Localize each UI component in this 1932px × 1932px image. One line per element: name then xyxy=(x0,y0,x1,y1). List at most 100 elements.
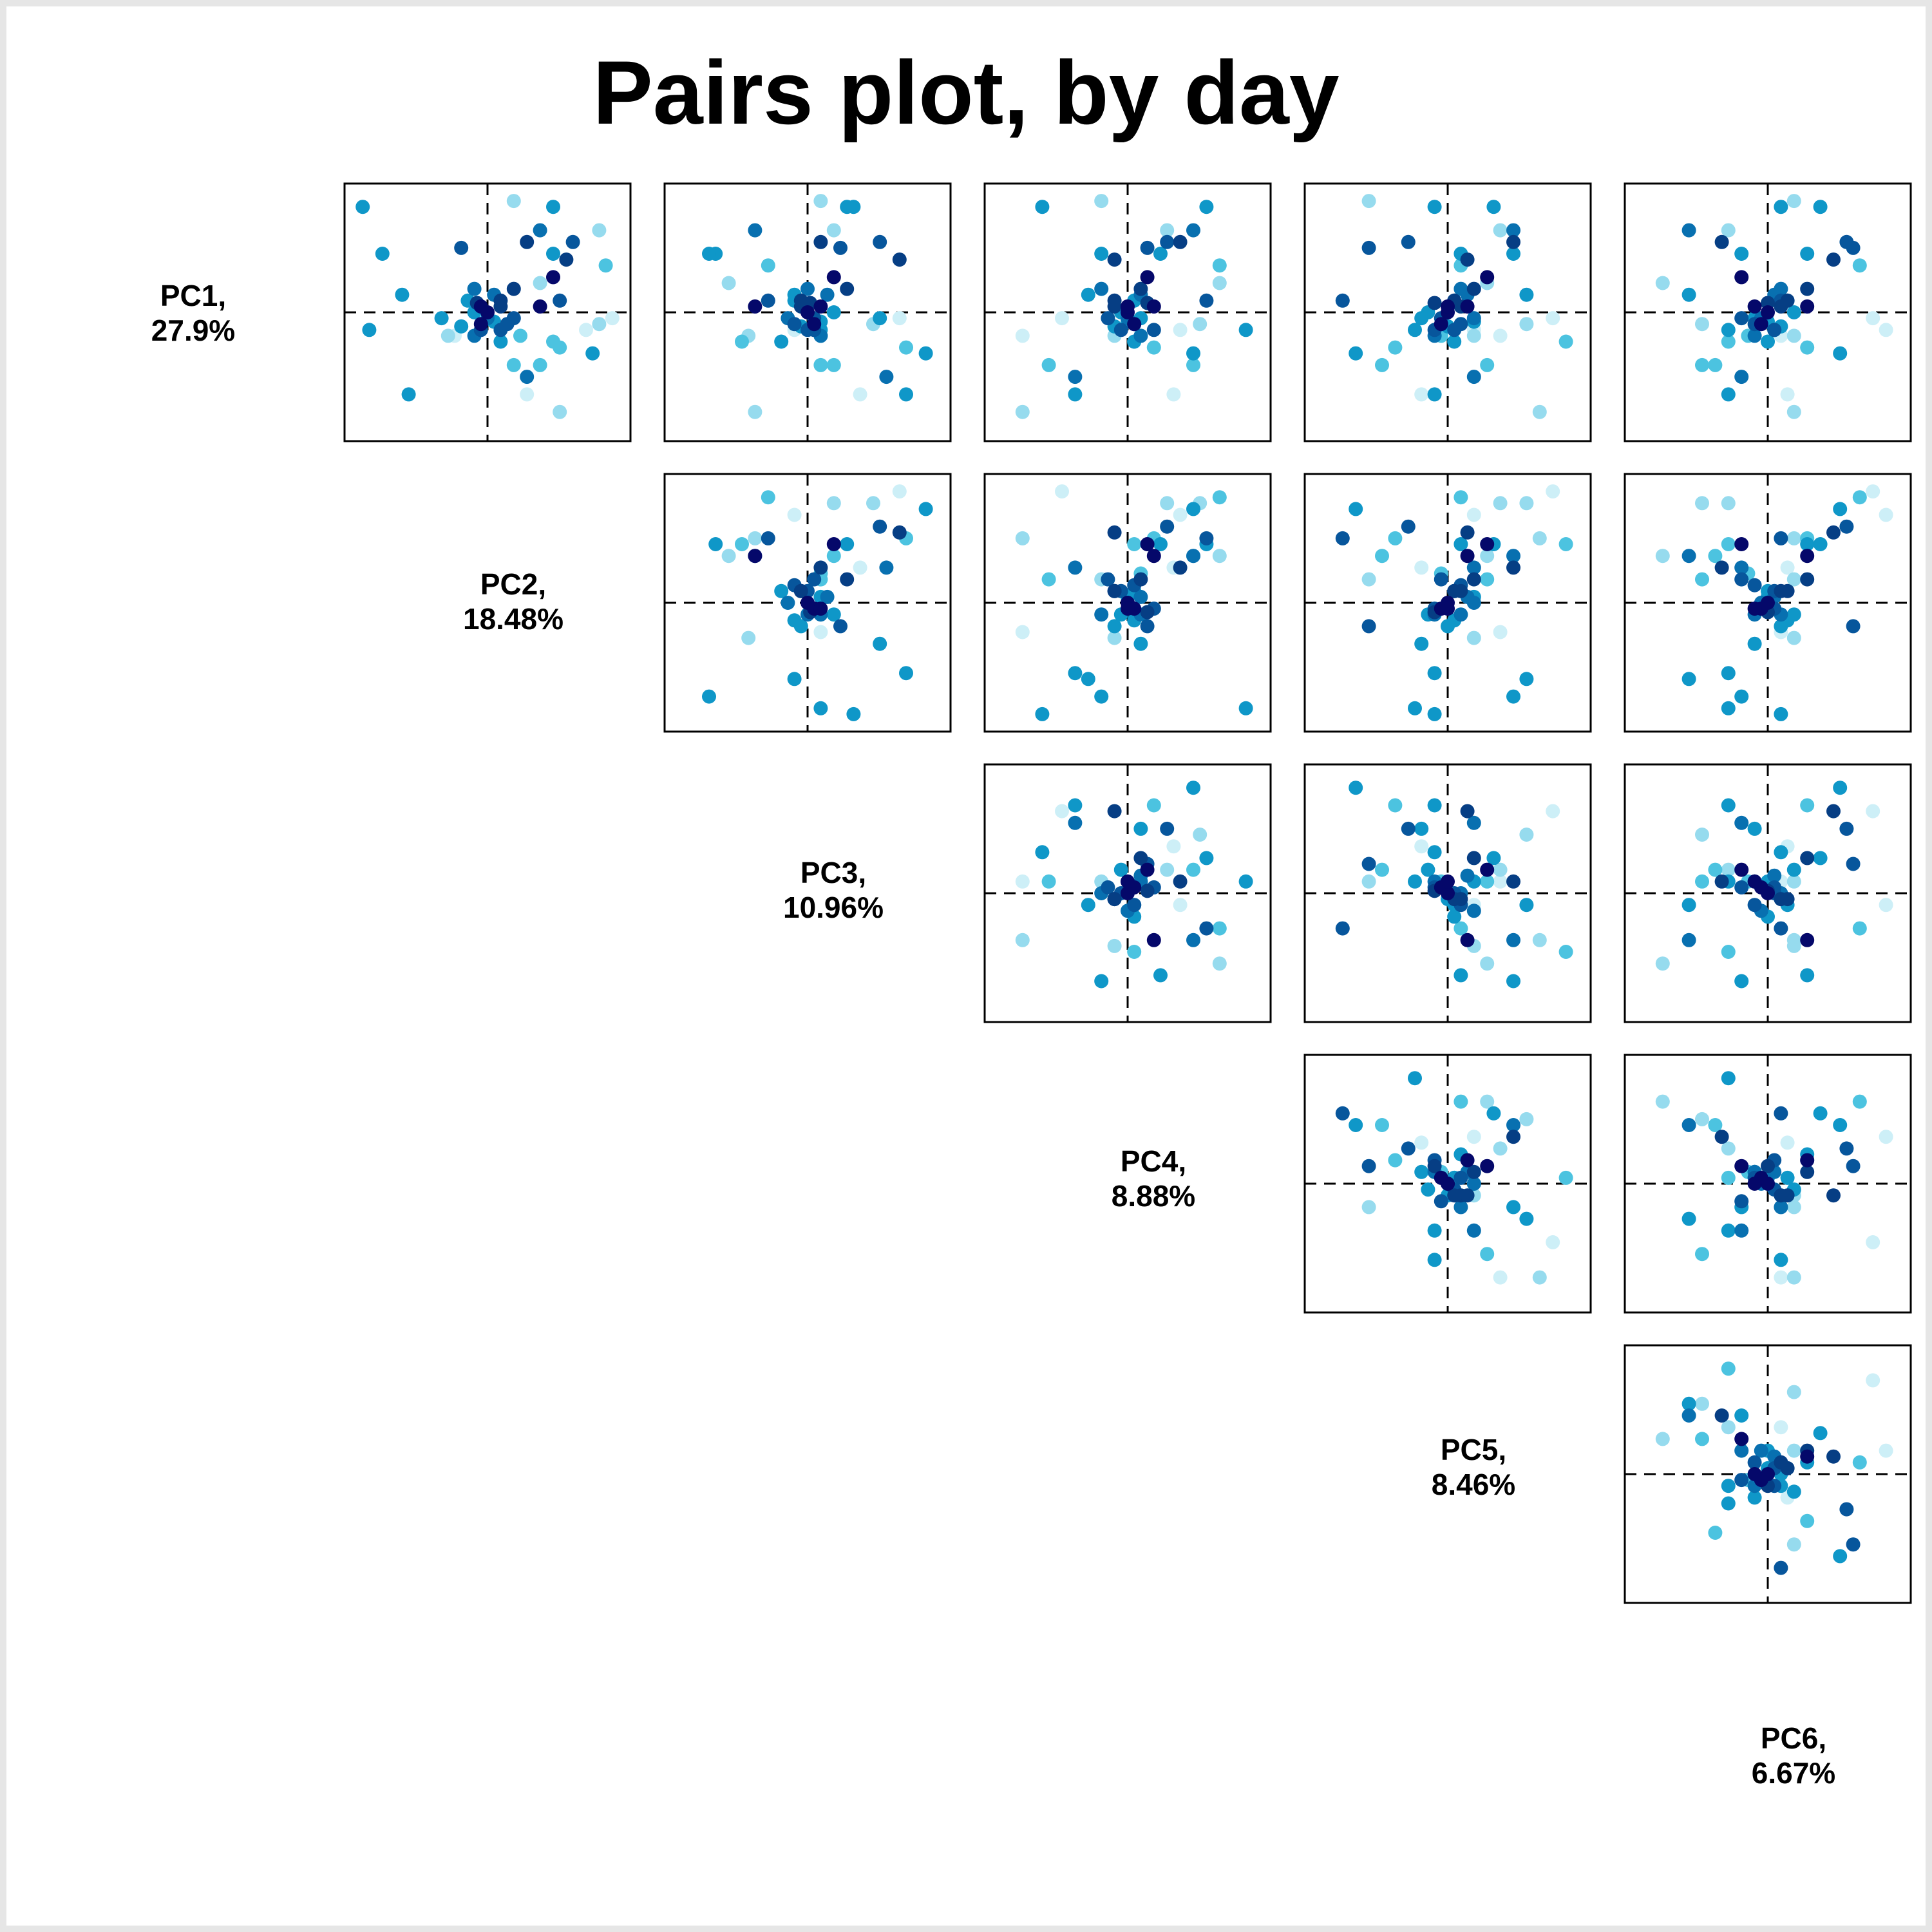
scatter-point xyxy=(1506,1200,1520,1215)
scatter-point xyxy=(1140,537,1155,551)
scatter-point xyxy=(1721,496,1736,511)
scatter-point xyxy=(1434,317,1448,332)
scatter-point xyxy=(761,490,775,505)
scatter-point xyxy=(1434,572,1448,587)
scatter-point xyxy=(1786,862,1801,877)
scatter-point xyxy=(1734,974,1749,989)
scatter-point xyxy=(1408,701,1422,715)
scatter-point xyxy=(1519,317,1534,332)
scatter-point xyxy=(1186,933,1200,947)
scatter-point xyxy=(813,299,828,314)
scatter-point xyxy=(1454,281,1468,296)
scatter-point xyxy=(793,619,808,634)
scatter-point xyxy=(1361,572,1376,587)
scatter-point xyxy=(853,387,867,402)
scatter-point xyxy=(1015,933,1030,947)
scatter-point xyxy=(807,317,822,332)
scatter-point xyxy=(1466,596,1481,610)
scatter-point xyxy=(1427,845,1442,860)
scatter-point xyxy=(1734,1223,1749,1238)
diagonal-label-variance: 10.96% xyxy=(783,891,884,924)
scatter-point xyxy=(1734,270,1749,285)
scatter-point xyxy=(1427,200,1442,214)
scatter-point xyxy=(833,619,848,634)
scatter-point xyxy=(1695,1247,1709,1262)
scatter-point xyxy=(375,247,390,261)
scatter-point xyxy=(1800,572,1815,587)
scatter-point xyxy=(1714,1408,1729,1423)
scatter-point xyxy=(1754,317,1768,332)
diagonal-label-variance: 8.46% xyxy=(1432,1468,1515,1501)
scatter-point xyxy=(1833,346,1848,361)
scatter-point xyxy=(840,281,855,296)
scatter-point xyxy=(873,519,887,534)
scatter-point xyxy=(1068,370,1083,384)
scatter-point xyxy=(1238,323,1253,337)
scatter-point xyxy=(1506,1130,1520,1144)
scatter-point xyxy=(1361,1159,1376,1173)
scatter-point xyxy=(879,370,894,384)
scatter-point xyxy=(467,281,482,296)
scatter-point xyxy=(1493,328,1508,343)
scatter-point xyxy=(1846,619,1861,634)
scatter-point xyxy=(1780,583,1795,598)
scatter-point xyxy=(1349,781,1363,795)
scatter-point xyxy=(899,387,913,402)
scatter-point xyxy=(846,200,861,214)
scatter-point xyxy=(1427,1223,1442,1238)
scatter-point xyxy=(1695,1396,1709,1411)
scatter-point xyxy=(1361,619,1376,634)
scatter-point xyxy=(761,531,775,545)
scatter-point xyxy=(1107,938,1122,953)
scatter-point xyxy=(761,258,775,273)
scatter-point xyxy=(1558,1170,1573,1185)
scatter-point xyxy=(1721,1420,1736,1435)
scatter-point xyxy=(1335,921,1350,936)
scatter-point xyxy=(1361,194,1376,209)
scatter-point xyxy=(853,560,867,575)
scatter-point xyxy=(401,387,416,402)
scatter-point xyxy=(1454,317,1468,332)
scatter-point xyxy=(826,537,841,551)
scatter-point xyxy=(826,270,841,285)
scatter-point xyxy=(879,560,894,575)
scatter-point xyxy=(1466,1130,1481,1144)
scatter-point xyxy=(1786,1443,1801,1458)
scatter-point xyxy=(1506,933,1520,947)
scatter-point xyxy=(1480,1247,1495,1262)
scatter-point xyxy=(1786,630,1801,645)
scatter-point xyxy=(800,305,815,319)
panel-pc3-vs-pc5 xyxy=(1303,763,1592,1023)
scatter-point xyxy=(793,293,808,308)
scatter-point xyxy=(1695,317,1709,332)
scatter-point xyxy=(1427,1253,1442,1267)
scatter-point xyxy=(1721,1071,1736,1086)
scatter-point xyxy=(1140,240,1155,255)
scatter-point xyxy=(1466,507,1481,522)
scatter-point xyxy=(1173,898,1188,913)
scatter-point xyxy=(787,507,802,522)
scatter-point xyxy=(1146,323,1161,337)
scatter-point xyxy=(1140,619,1155,634)
scatter-point xyxy=(1094,689,1109,704)
scatter-point xyxy=(520,370,535,384)
scatter-point xyxy=(1734,815,1749,830)
scatter-point xyxy=(1852,1455,1867,1470)
scatter-point xyxy=(1846,1159,1861,1173)
scatter-point xyxy=(1833,1549,1848,1564)
scatter-point xyxy=(1866,1373,1880,1388)
scatter-point xyxy=(1493,862,1508,877)
scatter-point xyxy=(1466,1164,1481,1179)
scatter-point xyxy=(1747,299,1762,314)
scatter-point xyxy=(1454,1200,1468,1215)
scatter-point xyxy=(1708,1526,1723,1540)
scatter-point xyxy=(833,240,848,255)
scatter-point xyxy=(1427,666,1442,681)
scatter-point xyxy=(1558,334,1573,349)
scatter-point xyxy=(1852,921,1867,936)
scatter-point xyxy=(1454,968,1468,983)
scatter-point xyxy=(1800,299,1815,314)
scatter-point xyxy=(1493,223,1508,238)
scatter-point xyxy=(748,549,762,564)
scatter-point xyxy=(1493,1270,1508,1285)
